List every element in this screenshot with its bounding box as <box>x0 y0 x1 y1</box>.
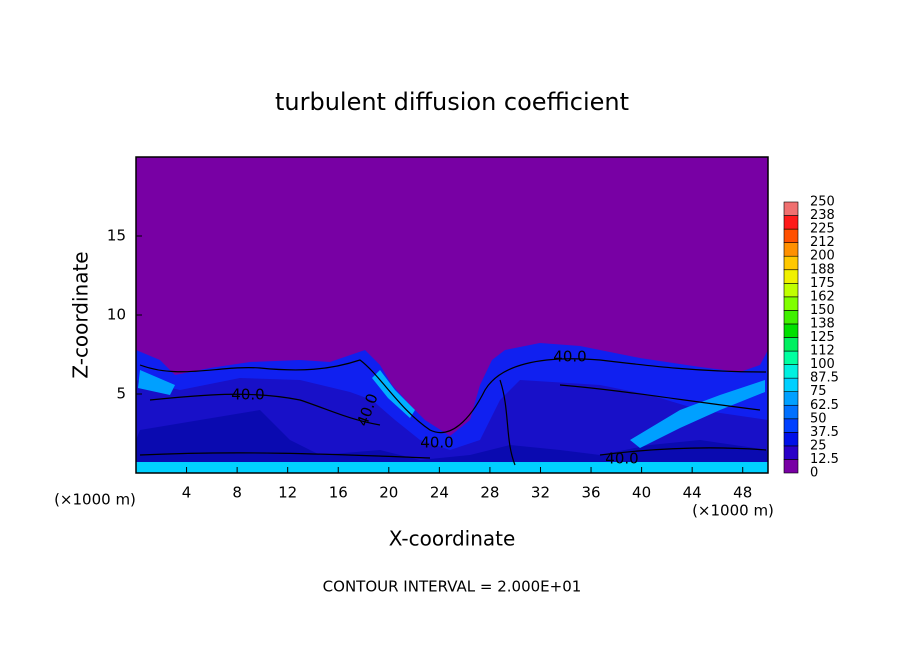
x-axis-label: X-coordinate <box>389 527 516 551</box>
field-region <box>136 462 768 473</box>
contour-label: 40.0 <box>605 450 638 468</box>
colorbar-label: 138 <box>810 316 835 331</box>
colorbar-band <box>783 350 799 365</box>
field-region <box>630 380 765 448</box>
x-tick-label: 16 <box>329 484 348 502</box>
colorbar-band <box>783 432 799 447</box>
x-tick-label: 48 <box>733 484 752 502</box>
x-tick-label: 44 <box>683 484 702 502</box>
x-tick-label: 36 <box>581 484 600 502</box>
colorbar-band <box>783 337 799 352</box>
chart-title: turbulent diffusion coefficient <box>275 88 629 116</box>
colorbar-label: 112 <box>810 344 835 359</box>
x-unit-label: (×1000 m) <box>692 502 774 520</box>
colorbar-label: 87.5 <box>810 371 839 386</box>
colorbar-label: 238 <box>810 208 835 223</box>
y-tick-label: 10 <box>107 306 126 324</box>
colorbar-band <box>783 459 799 474</box>
x-unit-label: (×1000 m) <box>54 491 136 509</box>
colorbar-label: 37.5 <box>810 425 839 440</box>
colorbar-label: 100 <box>810 357 835 372</box>
colorbar-band <box>783 282 799 298</box>
y-tick-label: 5 <box>116 385 126 403</box>
colorbar-band <box>783 445 799 460</box>
field-shapes <box>136 343 768 473</box>
field-region <box>136 410 768 473</box>
field-region <box>138 370 175 395</box>
colorbar-band <box>783 310 799 325</box>
colorbar-label: 125 <box>810 330 835 345</box>
colorbar-label: 175 <box>810 276 835 291</box>
colorbar-band <box>783 255 799 271</box>
colorbar-band <box>783 269 799 284</box>
x-tick-label: 8 <box>232 484 242 502</box>
x-tick-label: 24 <box>430 484 449 502</box>
contour-line <box>499 379 761 466</box>
footnote: CONTOUR INTERVAL = 2.000E+01 <box>323 578 582 596</box>
contour-line <box>149 393 381 426</box>
colorbar-label: 62.5 <box>810 398 839 413</box>
colorbar-label: 0 <box>810 466 818 481</box>
x-tick-label: 20 <box>379 484 398 502</box>
colorbar-band <box>783 201 799 216</box>
colorbar-band <box>783 377 799 392</box>
x-tick-label: 32 <box>531 484 550 502</box>
x-tick-label: 12 <box>278 484 297 502</box>
colorbar-label: 188 <box>810 262 835 277</box>
colorbar-band <box>783 242 799 257</box>
colorbar-label: 50 <box>810 411 827 426</box>
colorbar-band <box>783 364 799 379</box>
contour-label: 40.0 <box>231 386 264 404</box>
colorbar-label: 25 <box>810 438 827 453</box>
contour-line <box>139 447 767 459</box>
contour-label: 40.0 <box>420 434 453 452</box>
colorbar-label: 12.5 <box>810 452 839 467</box>
colorbar-band <box>783 296 799 311</box>
colorbar-band <box>783 404 799 420</box>
colorbar-label: 150 <box>810 303 835 318</box>
y-axis-label: Z-coordinate <box>69 251 93 378</box>
y-tick-label: 15 <box>107 227 126 245</box>
colorbar-band <box>783 418 799 433</box>
colorbar-band <box>783 323 799 338</box>
contour-line <box>139 358 767 434</box>
colorbar-label: 200 <box>810 249 835 264</box>
colorbar-label: 162 <box>810 289 835 304</box>
x-tick-label: 28 <box>480 484 499 502</box>
colorbar-label: 225 <box>810 222 835 237</box>
x-tick-label: 40 <box>632 484 651 502</box>
contour-label: 40.0 <box>553 348 586 366</box>
colorbar-label: 75 <box>810 384 827 399</box>
colorbar-band <box>783 228 799 243</box>
colorbar-band <box>783 391 799 406</box>
colorbar-label: 212 <box>810 235 835 250</box>
colorbar-label: 250 <box>810 195 835 210</box>
colorbar-band <box>783 215 799 230</box>
field-region <box>372 370 415 418</box>
x-tick-label: 4 <box>182 484 192 502</box>
